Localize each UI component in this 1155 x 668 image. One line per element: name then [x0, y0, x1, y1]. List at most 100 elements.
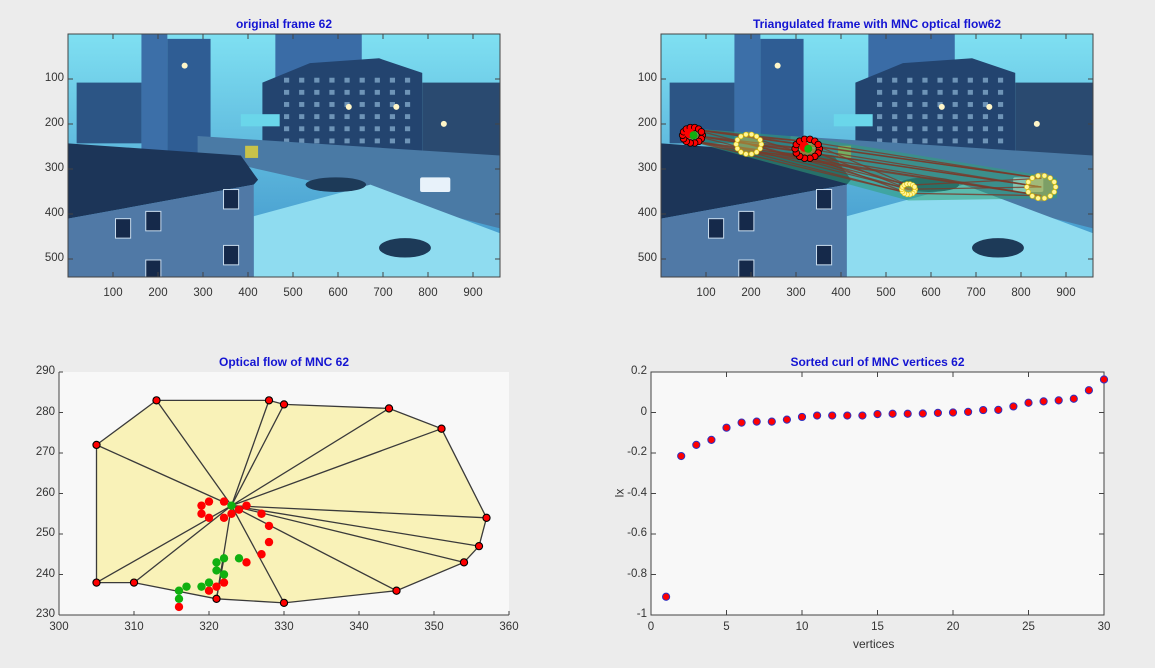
flow-point-red [264, 537, 274, 547]
window [937, 114, 943, 120]
curl-point [722, 423, 731, 432]
window [329, 89, 335, 95]
y-tick-label: 260 [35, 486, 55, 499]
curl-point [1039, 397, 1048, 406]
street-light [986, 103, 993, 110]
house-window [816, 244, 833, 266]
flow-point-red [264, 521, 274, 531]
cluster-vertex [734, 137, 741, 143]
window [922, 114, 928, 120]
axes-box [660, 33, 1094, 278]
window [997, 114, 1004, 120]
original-frame-title: original frame 62 [235, 17, 333, 31]
street-light [393, 103, 400, 110]
x-tick-label: 300 [786, 287, 806, 299]
street-scene [68, 34, 500, 277]
triangulation-edge [231, 505, 487, 519]
window [404, 77, 411, 83]
dirt-mound [379, 238, 431, 258]
mesh-edge [807, 148, 909, 190]
flow-point-red [174, 602, 184, 612]
y-tick-label: 200 [44, 117, 64, 129]
motel-sign [240, 114, 280, 127]
window [299, 138, 305, 144]
flow-point-red [257, 550, 266, 559]
dirt-mound [305, 177, 367, 192]
y-tick-label: 300 [44, 162, 64, 174]
flow-point-red [242, 501, 251, 510]
x-tick-label: 300 [49, 621, 69, 633]
y-tick-label: -0.8 [627, 567, 647, 580]
cluster-vertex [1052, 184, 1059, 190]
y-tick-label: 230 [35, 608, 55, 620]
window [359, 77, 365, 83]
window [937, 138, 943, 144]
curl-point [888, 409, 897, 418]
hull-vertex [212, 594, 221, 603]
x-tick-label: 100 [696, 287, 716, 299]
window [967, 89, 973, 95]
window [314, 126, 320, 132]
triangulation-edge [231, 505, 465, 563]
window [284, 126, 290, 132]
x-tick-label: 700 [966, 287, 986, 299]
hull-vertex [129, 578, 139, 587]
snow-lawn [253, 184, 500, 277]
window [314, 89, 320, 95]
window [907, 89, 913, 95]
sorted-curl-xlabel: vertices [853, 637, 895, 651]
plot-area [651, 372, 1104, 615]
flow-point-green [174, 594, 184, 603]
window [329, 114, 335, 120]
y-tick-label: 500 [637, 252, 657, 264]
hull-vertex [92, 578, 101, 587]
window [329, 77, 335, 83]
window [299, 114, 305, 120]
flow-point-red [242, 558, 251, 567]
motel-sign [833, 114, 873, 127]
window [997, 77, 1004, 83]
window [952, 89, 958, 95]
cluster-vertex [1025, 179, 1031, 185]
triangulated-frame-panel: Triangulated frame with MNC optical flow… [637, 17, 1094, 299]
window [344, 138, 350, 144]
window [952, 114, 958, 120]
y-tick-label: 300 [637, 162, 657, 174]
curl-point [767, 417, 776, 426]
cluster-vertex [1047, 193, 1053, 199]
curl-point [782, 415, 792, 424]
curl-point [662, 592, 671, 601]
x-tick-label: 5 [723, 621, 730, 633]
x-tick-label: 100 [103, 287, 123, 299]
window [937, 77, 943, 83]
window [284, 138, 290, 144]
window [907, 126, 913, 132]
flow-point-red [204, 586, 214, 595]
flow-point-red [197, 509, 206, 518]
window [329, 102, 335, 107]
window [892, 114, 898, 120]
window [299, 77, 305, 83]
x-tick-label: 300 [193, 287, 213, 299]
cluster-vertex [757, 137, 763, 143]
y-tick-label: 0.2 [631, 365, 647, 377]
flow-point-green [212, 558, 221, 567]
pickup-truck [420, 177, 451, 192]
curl-point [858, 411, 867, 420]
window [982, 89, 989, 95]
flow-point-green [234, 554, 244, 563]
window [284, 77, 290, 83]
flow-point-green [182, 582, 191, 591]
y-tick-label: 250 [35, 527, 55, 539]
window [907, 77, 913, 83]
window [877, 126, 883, 132]
window [389, 89, 396, 95]
cluster-vertex [753, 149, 760, 155]
window [982, 77, 989, 83]
x-tick-label: 330 [274, 621, 294, 633]
cluster-vertex [757, 145, 763, 152]
window [937, 126, 943, 132]
apartment-right [1015, 82, 1093, 156]
window [284, 114, 290, 120]
